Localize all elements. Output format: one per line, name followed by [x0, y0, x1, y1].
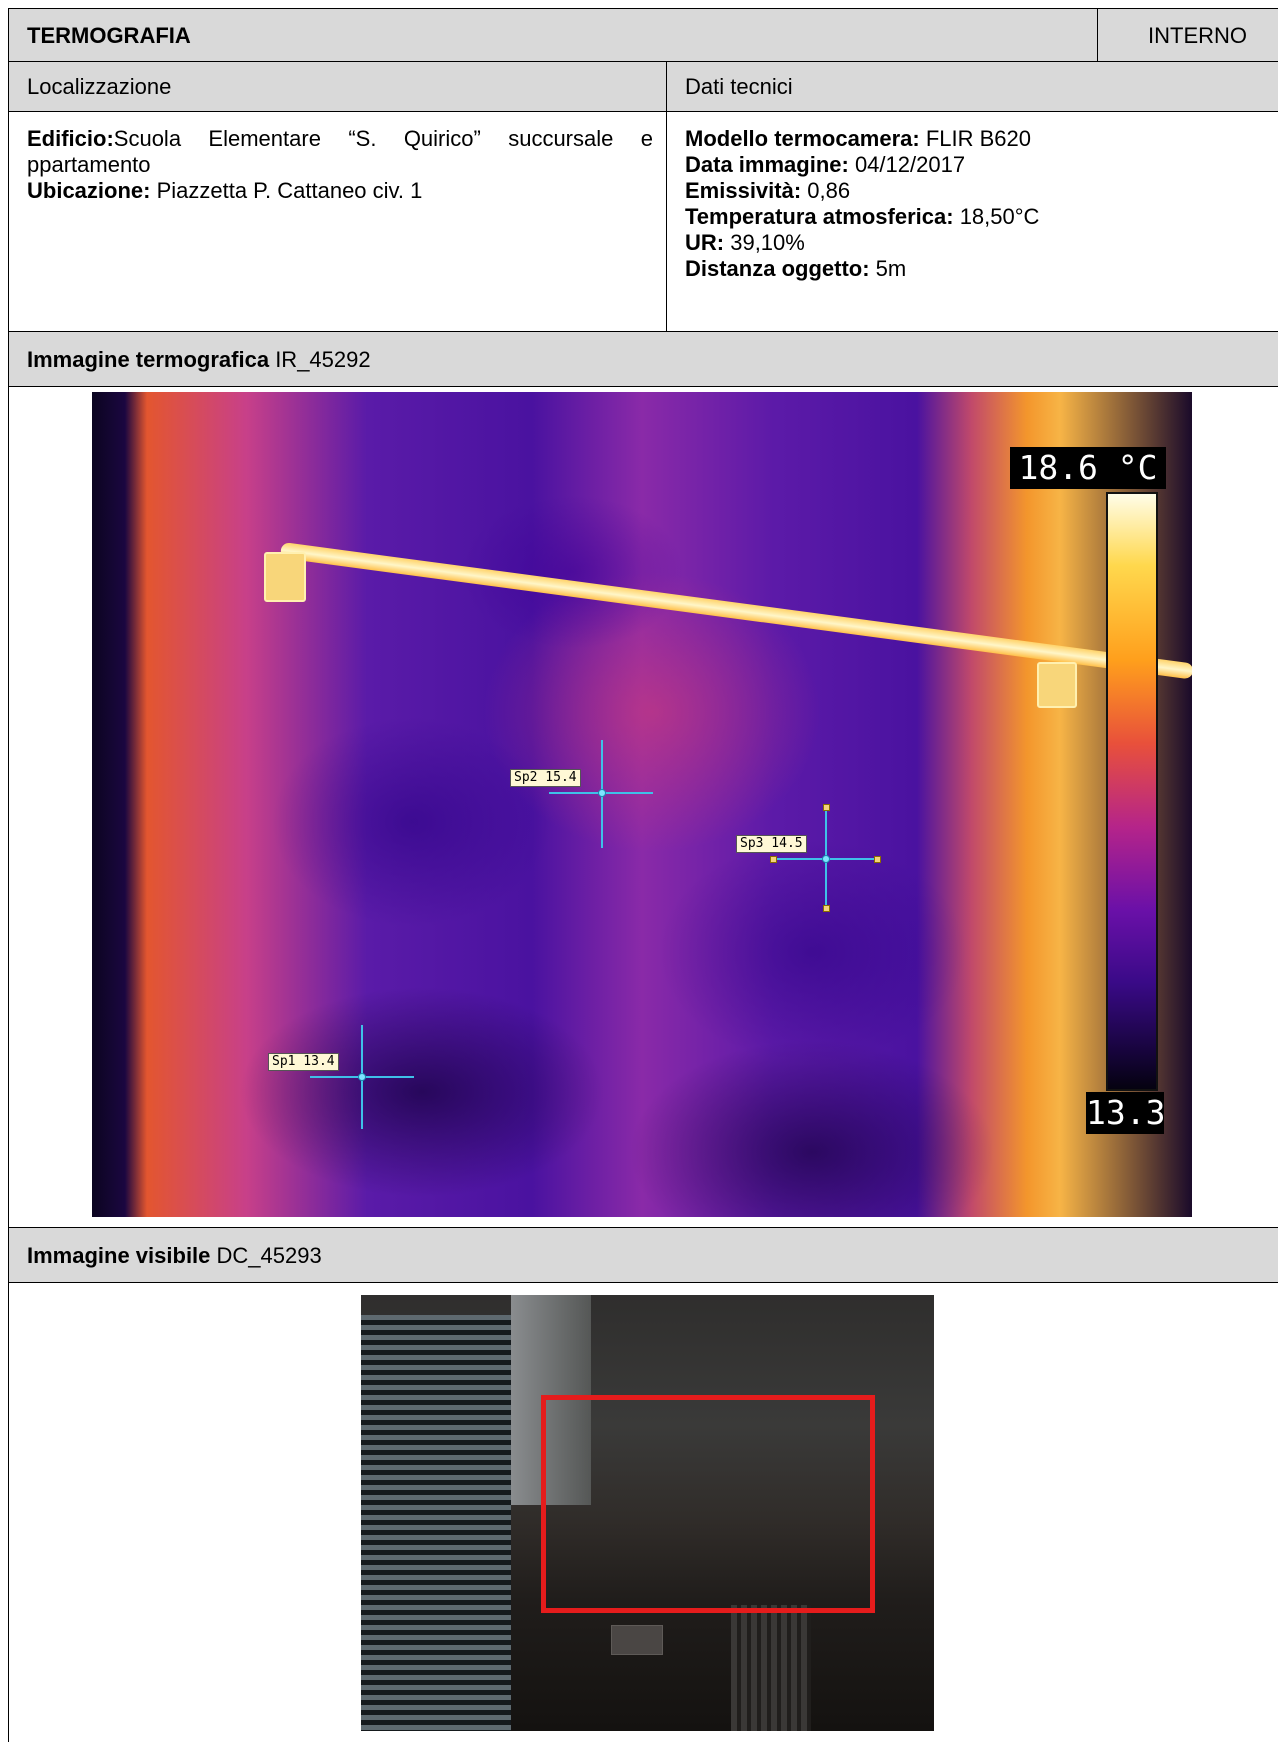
wall-box — [611, 1625, 663, 1655]
date-value: 04/12/2017 — [848, 152, 966, 177]
thermal-header-cell: Immagine termografica IR_45292 — [8, 331, 1278, 387]
spot-sp3-center — [822, 855, 830, 863]
thermal-header: Immagine termografica IR_45292 — [27, 347, 371, 373]
tech-header: Dati tecnici — [685, 74, 793, 99]
radiator — [731, 1605, 811, 1731]
building-line: Edificio:Scuola Elementare “S. Quirico” … — [27, 126, 653, 178]
location-header: Localizzazione — [27, 74, 172, 99]
camera-line: Modello termocamera: FLIR B620 — [685, 126, 1275, 152]
location-type-cell: INTERNO — [1097, 8, 1278, 62]
temperature-line: Temperatura atmosferica: 18,50°C — [685, 204, 1275, 230]
address-line: Ubicazione: Piazzetta P. Cattaneo civ. 1 — [27, 178, 653, 204]
pipe-bracket-left — [264, 552, 306, 602]
emissivity-line: Emissività: 0,86 — [685, 178, 1275, 204]
spot-sp2-text: Sp2 15.4 — [514, 770, 577, 785]
spot-sp3-label: Sp3 14.5 — [736, 835, 807, 853]
date-line: Data immagine: 04/12/2017 — [685, 152, 1275, 178]
building-label: Edificio: — [27, 126, 114, 151]
visible-header-cell: Immagine visibile DC_45293 — [8, 1227, 1278, 1283]
visible-image-cell — [8, 1282, 1278, 1742]
report-title: TERMOGRAFIA — [27, 23, 191, 48]
location-type: INTERNO — [1148, 23, 1247, 48]
lit-wall — [511, 1295, 591, 1505]
scale-min-label: 13.3 — [1086, 1092, 1166, 1134]
spot-sp3-handle-left — [770, 856, 777, 863]
scale-max: 18.6 °C — [1018, 448, 1158, 487]
pipe-hot-spot — [279, 542, 1192, 680]
spot-sp1-text: Sp1 13.4 — [272, 1054, 335, 1069]
title-row: TERMOGRAFIA — [8, 8, 1098, 62]
camera-value: FLIR B620 — [919, 126, 1032, 151]
spot-sp3-text: Sp3 14.5 — [740, 836, 803, 851]
temperature-label: Temperatura atmosferica: — [685, 204, 954, 229]
spot-sp1-label: Sp1 13.4 — [268, 1053, 339, 1071]
distance-label: Distanza oggetto: — [685, 256, 870, 281]
emissivity-value: 0,86 — [801, 178, 851, 203]
distance-line: Distanza oggetto: 5m — [685, 256, 1275, 282]
scale-min: 13.3 — [1086, 1093, 1166, 1132]
tech-cell: Modello termocamera: FLIR B620 Data imma… — [666, 111, 1278, 332]
location-cell: Edificio:Scuola Elementare “S. Quirico” … — [8, 111, 667, 332]
address-label: Ubicazione: — [27, 178, 151, 203]
thermal-image-id: IR_45292 — [269, 347, 371, 372]
humidity-value: 39,10% — [724, 230, 805, 255]
address-value: Piazzetta P. Cattaneo civ. 1 — [150, 178, 423, 203]
spot-sp1-center — [358, 1073, 366, 1081]
spot-sp2-label: Sp2 15.4 — [510, 769, 581, 787]
temperature-value: 18,50°C — [953, 204, 1040, 229]
window-shutter — [361, 1315, 511, 1731]
visible-image-id: DC_45293 — [210, 1243, 322, 1268]
thermal-header-label: Immagine termografica — [27, 347, 270, 372]
thermal-image: 18.6 °C 13.3 Sp2 15.4 Sp3 14.5 Sp1 13.4 — [92, 392, 1192, 1217]
spot-sp3-handle-bottom — [823, 905, 830, 912]
thermal-area-marker — [541, 1395, 875, 1613]
pipe-bracket-right — [1037, 662, 1077, 708]
humidity-line: UR: 39,10% — [685, 230, 1275, 256]
spot-sp2-center — [598, 789, 606, 797]
camera-label: Modello termocamera: — [685, 126, 920, 151]
scale-max-label: 18.6 °C — [1010, 447, 1166, 489]
date-label: Data immagine: — [685, 152, 849, 177]
spot-sp3-handle-right — [874, 856, 881, 863]
distance-value: 5m — [869, 256, 907, 281]
location-header-cell: Localizzazione — [8, 61, 667, 112]
spot-sp3-handle-top — [823, 804, 830, 811]
visible-photo — [361, 1295, 934, 1731]
visible-header-label: Immagine visibile — [27, 1243, 211, 1268]
emissivity-label: Emissività: — [685, 178, 802, 203]
visible-header: Immagine visibile DC_45293 — [27, 1243, 322, 1269]
tech-header-cell: Dati tecnici — [666, 61, 1278, 112]
color-scale-bar — [1106, 492, 1158, 1091]
humidity-label: UR: — [685, 230, 725, 255]
building-value: Scuola Elementare “S. Quirico” succursal… — [27, 126, 653, 177]
